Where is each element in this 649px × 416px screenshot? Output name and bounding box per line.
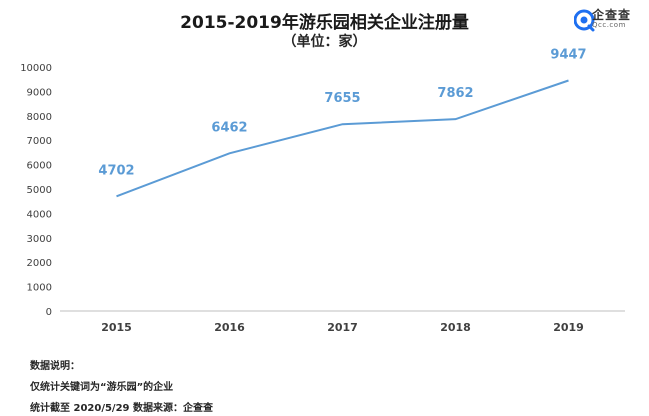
y-tick-label: 5000 (27, 185, 52, 196)
qcc-logo-icon (574, 9, 595, 32)
y-tick-label: 4000 (27, 209, 52, 220)
y-tick-label: 2000 (27, 258, 52, 269)
x-tick-label: 2018 (440, 321, 471, 334)
y-tick-label: 9000 (27, 87, 52, 98)
x-tick-label: 2016 (214, 321, 245, 334)
y-tick-label: 7000 (27, 136, 52, 147)
y-axis: 0 1000 2000 3000 4000 5000 6000 7000 8000 9000 100… (20, 63, 52, 318)
y-tick-label: 8000 (27, 112, 52, 123)
chart-title: 2015-2019年游乐园相关企业注册量 (180, 13, 469, 33)
x-tick-label: 2015 (101, 321, 132, 334)
y-tick-label: 6000 (27, 161, 52, 172)
data-label: 4702 (98, 163, 134, 178)
x-tick-label: 2019 (553, 321, 584, 334)
logo-name: 企查查 (592, 8, 632, 22)
data-label: 7862 (437, 86, 473, 101)
note-title: 数据说明： (30, 361, 80, 372)
data-label: 9447 (550, 47, 586, 62)
data-label: 7655 (324, 91, 360, 106)
series-line (116, 79, 569, 198)
x-tick-label: 2017 (327, 321, 358, 334)
chart-subtitle: （单位：家） (282, 34, 367, 50)
x-axis: 2015 2016 2017 2018 2019 (101, 321, 584, 334)
y-tick-label: 10000 (20, 63, 52, 74)
logo-sub: Qcc.com (592, 21, 626, 29)
data-label: 6462 (211, 120, 247, 135)
data-labels: 4702 6462 7655 7862 9447 (98, 47, 586, 178)
y-tick-label: 0 (46, 307, 52, 318)
y-tick-label: 3000 (27, 234, 52, 245)
note-source: 统计截至 2020/5/29 数据来源：企查查 (30, 403, 213, 414)
y-tick-label: 1000 (27, 283, 52, 294)
note-keyword: 仅统计关键词为“游乐园”的企业 (30, 382, 174, 393)
